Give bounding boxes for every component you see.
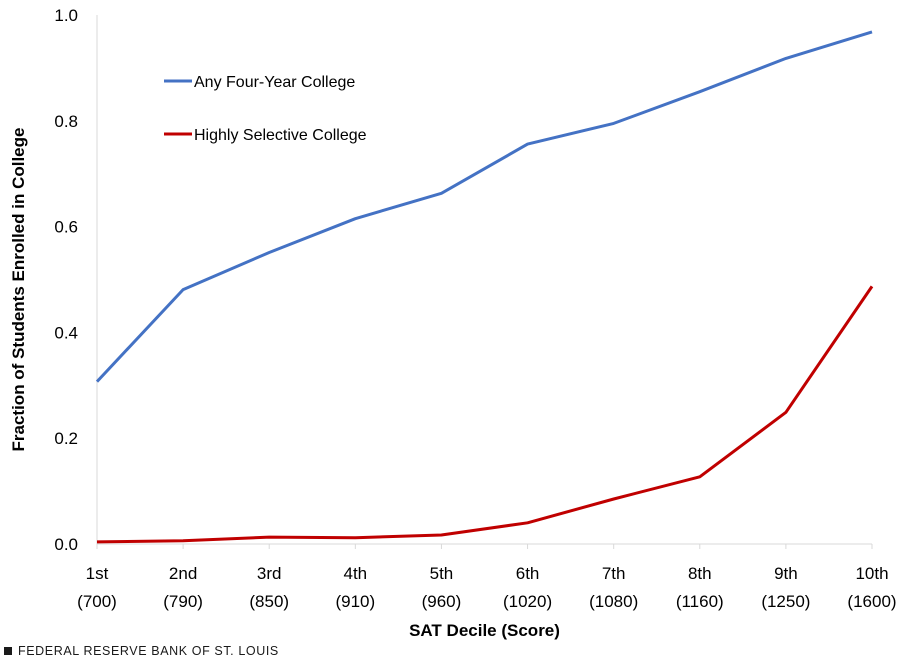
x-tick-score-label: (910) [335,592,375,611]
y-axis-title: Fraction of Students Enrolled in College [9,128,28,452]
source-text: FEDERAL RESERVE BANK OF ST. LOUIS [18,644,279,658]
y-tick-label: 0.6 [54,218,78,237]
x-tick-label: 9th [774,564,798,583]
y-tick-label: 0.4 [54,323,78,342]
x-tick-score-label: (1160) [676,592,724,611]
tick-labels: 0.0 0.2 0.4 0.6 0.8 1.0 1st (700) 2nd (790) 3rd (85… [54,6,896,611]
x-tick-label: 4th [344,564,368,583]
y-tick-label: 1.0 [54,6,78,25]
x-tick-score-label: (1250) [761,592,810,611]
x-tick-label: 2nd [169,564,197,583]
x-tick-label: 7th [602,564,626,583]
x-tick-label: 3rd [257,564,282,583]
axes [96,15,873,549]
x-tick-label: 8th [688,564,712,583]
y-tick-label: 0.2 [54,429,78,448]
source-footer: FEDERAL RESERVE BANK OF ST. LOUIS [4,644,279,658]
series-line-0 [95,30,873,383]
x-tick-label: 5th [430,564,454,583]
x-tick-score-label: (700) [77,592,117,611]
x-tick-score-label: (960) [422,592,462,611]
y-tick-label: 0.0 [54,535,78,554]
series-layer [95,30,874,544]
x-axis-title: SAT Decile (Score) [409,621,560,640]
source-square-icon [4,647,12,655]
series-line-1 [96,285,874,544]
x-tick-score-label: (1020) [503,592,552,611]
x-tick-label: 1st [86,564,109,583]
legend: Any Four-Year College Highly Selective Co… [164,74,367,144]
x-tick-score-label: (790) [163,592,203,611]
x-tick-score-label: (1600) [847,592,896,611]
legend-label: Any Four-Year College [194,74,355,91]
x-tick-label: 6th [516,564,540,583]
legend-label: Highly Selective College [194,127,367,144]
x-tick-score-label: (1080) [589,592,638,611]
x-tick-score-label: (850) [249,592,289,611]
x-tick-label: 10th [855,564,888,583]
y-tick-label: 0.8 [54,112,78,131]
